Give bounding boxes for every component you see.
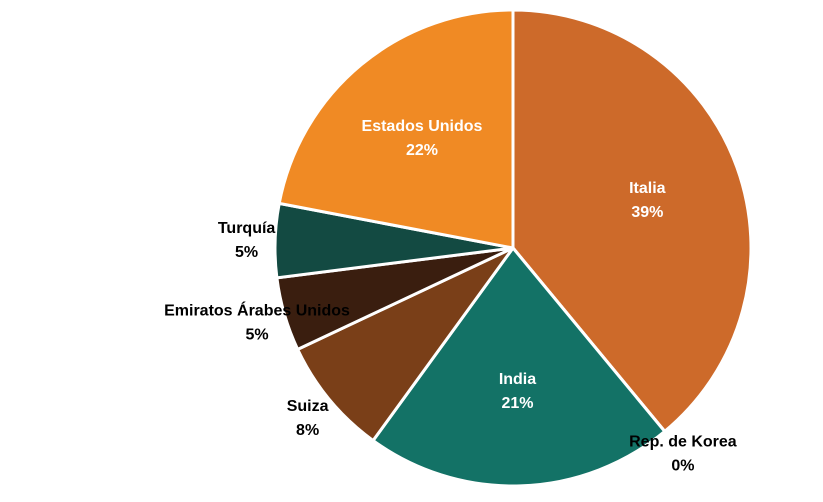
slice-value: 22% [406, 142, 438, 159]
slice-value: 39% [631, 204, 663, 221]
pie-slice [371, 245, 667, 488]
slice-label: Estados Unidos [362, 118, 483, 135]
slice-label: Suiza [287, 398, 329, 415]
slice-value: 5% [235, 244, 258, 261]
slice-label: Emiratos Árabes Unidos [164, 301, 350, 320]
pie-slice [277, 8, 515, 250]
pie-slice [511, 8, 753, 434]
pie-slice [295, 246, 515, 443]
slice-value: 21% [501, 395, 533, 412]
slice-label: Italia [629, 180, 666, 197]
slice-label: India [499, 371, 536, 388]
slice-value: 0% [671, 458, 694, 475]
slice-value: 5% [245, 327, 268, 344]
slice-label: Rep. de Korea [629, 434, 737, 451]
slice-value: 8% [296, 422, 319, 439]
slice-label: Turquía [218, 220, 276, 237]
